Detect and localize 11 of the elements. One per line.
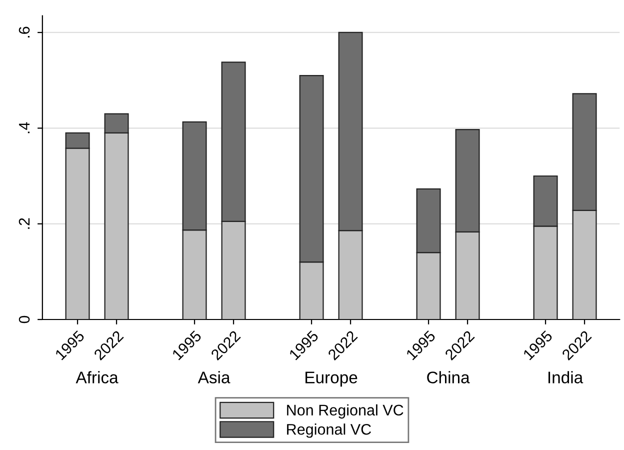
text: Africa — [76, 371, 118, 384]
y-tick-label: .2 — [18, 218, 30, 229]
y-tick-label: .6 — [18, 26, 30, 38]
text: Asia — [198, 371, 230, 384]
text: India — [548, 371, 584, 384]
y-tick-label: 0 — [18, 316, 30, 324]
text: China — [427, 371, 470, 384]
legend-label: Non Regional VC — [287, 404, 404, 419]
text: Europe — [306, 372, 358, 387]
legend-label: Regional VC — [287, 424, 372, 438]
y-tick-label: .4 — [19, 122, 30, 134]
